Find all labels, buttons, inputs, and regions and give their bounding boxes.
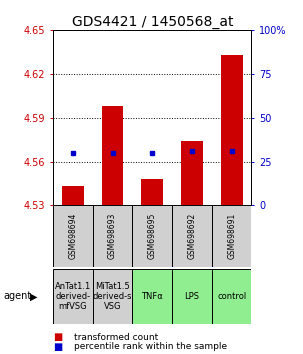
Bar	[102, 106, 124, 205]
Bar	[62, 186, 84, 205]
Bar	[181, 141, 203, 205]
Bar	[132, 205, 172, 267]
Bar	[132, 269, 172, 324]
Bar	[53, 205, 93, 267]
Text: transformed count: transformed count	[74, 332, 158, 342]
Text: GSM698695: GSM698695	[148, 213, 157, 259]
Text: AnTat1.1
derived-
mfVSG: AnTat1.1 derived- mfVSG	[55, 282, 91, 311]
Bar	[93, 269, 132, 324]
Bar	[172, 269, 212, 324]
Text: LPS: LPS	[185, 292, 199, 301]
Text: GSM698693: GSM698693	[108, 213, 117, 259]
Bar	[53, 269, 93, 324]
Text: percentile rank within the sample: percentile rank within the sample	[74, 342, 227, 352]
Bar	[221, 55, 243, 205]
Title: GDS4421 / 1450568_at: GDS4421 / 1450568_at	[72, 15, 233, 29]
Bar	[212, 205, 251, 267]
Bar	[141, 179, 163, 205]
Bar	[93, 205, 132, 267]
Text: GSM698691: GSM698691	[227, 213, 236, 259]
Text: ■: ■	[53, 332, 62, 342]
Bar	[212, 269, 251, 324]
Text: ■: ■	[53, 342, 62, 352]
Bar	[172, 205, 212, 267]
Text: control: control	[217, 292, 246, 301]
Text: GSM698692: GSM698692	[188, 213, 196, 259]
Text: ▶: ▶	[30, 291, 37, 302]
Text: TNFα: TNFα	[142, 292, 163, 301]
Text: GSM698694: GSM698694	[68, 213, 77, 259]
Text: MiTat1.5
derived-s
VSG: MiTat1.5 derived-s VSG	[93, 282, 132, 311]
Text: agent: agent	[3, 291, 31, 302]
